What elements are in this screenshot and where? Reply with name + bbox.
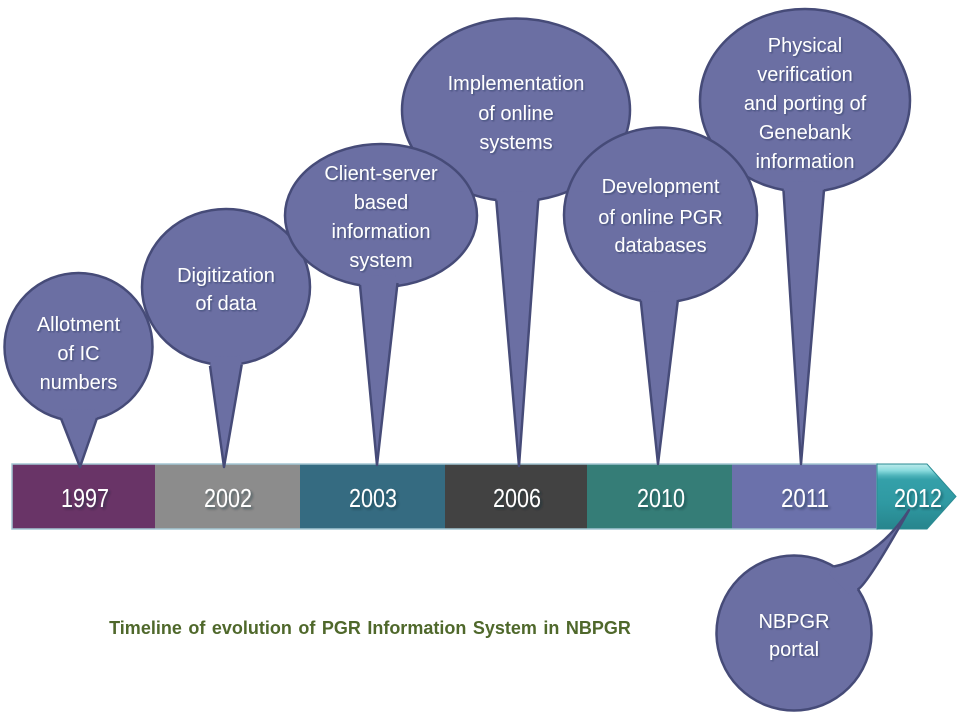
svg-text:verification: verification bbox=[757, 64, 853, 86]
svg-text:2010: 2010 bbox=[637, 483, 685, 513]
svg-text:NBPGR: NBPGR bbox=[758, 611, 829, 633]
svg-text:information: information bbox=[332, 221, 431, 243]
svg-text:Genebank: Genebank bbox=[759, 122, 852, 144]
svg-text:and porting of: and porting of bbox=[744, 93, 867, 115]
svg-text:2002: 2002 bbox=[204, 483, 252, 513]
svg-text:Digitization: Digitization bbox=[177, 265, 275, 287]
svg-text:numbers: numbers bbox=[40, 372, 118, 394]
svg-text:of online PGR: of online PGR bbox=[598, 207, 723, 229]
svg-text:2003: 2003 bbox=[349, 483, 397, 513]
svg-text:portal: portal bbox=[769, 639, 819, 661]
svg-text:Timeline of evolution of PGR I: Timeline of evolution of PGR Information… bbox=[109, 618, 631, 638]
svg-text:Implementation: Implementation bbox=[448, 73, 585, 95]
svg-text:databases: databases bbox=[614, 235, 706, 257]
svg-text:2006: 2006 bbox=[493, 483, 541, 513]
svg-text:Client-server: Client-server bbox=[324, 163, 438, 185]
svg-text:information: information bbox=[756, 151, 855, 173]
svg-text:of IC: of IC bbox=[57, 343, 99, 365]
svg-text:of online: of online bbox=[478, 103, 554, 125]
svg-text:systems: systems bbox=[479, 132, 552, 154]
svg-text:based: based bbox=[354, 192, 409, 214]
svg-text:of data: of data bbox=[195, 293, 257, 315]
svg-text:2012: 2012 bbox=[894, 483, 942, 513]
svg-text:Development: Development bbox=[602, 176, 720, 198]
svg-text:1997: 1997 bbox=[61, 483, 109, 513]
svg-text:2011: 2011 bbox=[781, 483, 829, 513]
svg-text:Allotment: Allotment bbox=[37, 314, 121, 336]
svg-text:Physical: Physical bbox=[768, 35, 842, 57]
svg-text:system: system bbox=[349, 250, 412, 272]
